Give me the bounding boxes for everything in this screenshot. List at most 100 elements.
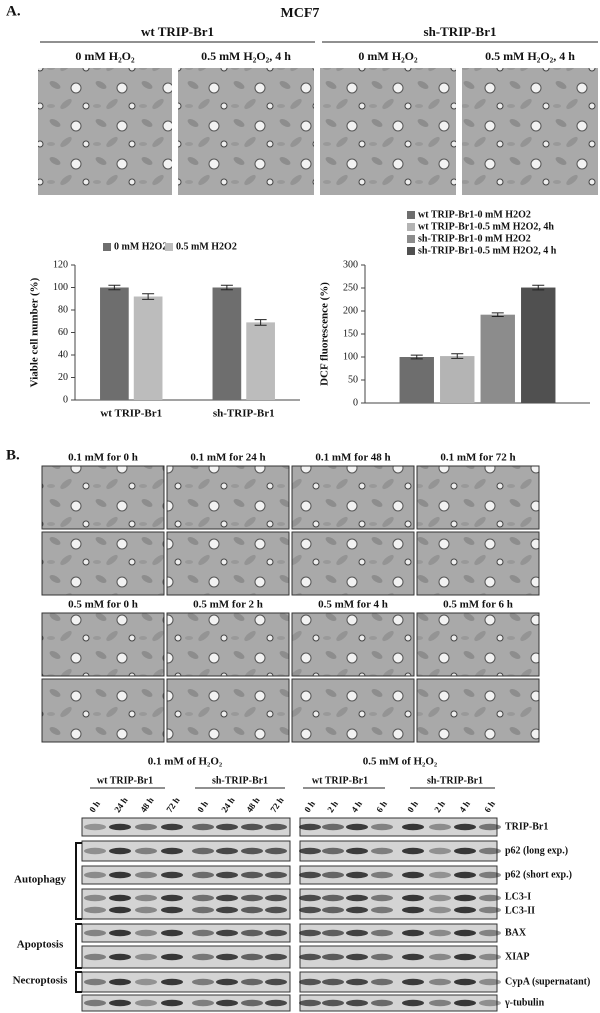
y-axis-label: DCF fluorescence (%) (319, 282, 331, 386)
condition-label: 0 mM H₂O₂ (358, 49, 418, 63)
lane-label: 6 h (374, 799, 389, 814)
blot-band (402, 906, 424, 914)
blot-band (429, 953, 451, 961)
legend-label: 0.5 mM H2O2 (176, 241, 237, 252)
blot-band (135, 929, 157, 937)
blot-band (371, 847, 393, 855)
blot-band (371, 894, 393, 902)
blot-group-label: wt TRIP-Br1 (312, 775, 368, 786)
blot-band (109, 978, 131, 986)
micrograph (41, 465, 165, 530)
blot-band (371, 999, 393, 1007)
group-label: sh-TRIP-Br1 (424, 24, 497, 39)
blot-strip (81, 923, 291, 943)
bracket (75, 923, 82, 969)
panel-label: A. (6, 3, 21, 19)
y-tick-label: 80 (58, 304, 68, 315)
blot-band (241, 953, 263, 961)
blot-band (161, 906, 183, 914)
blot-strip (81, 888, 291, 920)
blot-band (161, 823, 183, 831)
y-tick-label: 50 (348, 374, 358, 385)
blot-band (265, 894, 287, 902)
blot-band (109, 929, 131, 937)
micrograph (41, 678, 165, 743)
bar (100, 287, 129, 400)
blot-band (429, 999, 451, 1007)
blot-band (109, 847, 131, 855)
legend-swatch (407, 223, 415, 231)
micrograph (416, 465, 540, 530)
blot-band (161, 999, 183, 1007)
blot-band (216, 978, 238, 986)
blot-group-label: sh-TRIP-Br1 (427, 775, 483, 786)
blot-band (299, 978, 321, 986)
lane-label: 4 h (457, 799, 472, 814)
lane-label: 0 h (195, 799, 210, 814)
bar (440, 356, 475, 403)
blot-band (192, 929, 214, 937)
protein-label: γ-tubulin (504, 997, 545, 1008)
error-bar (254, 319, 267, 326)
lane-label: 48 h (244, 795, 262, 814)
micrograph-caption: 0.1 mM for 72 h (440, 452, 515, 464)
y-tick-label: 250 (343, 282, 358, 293)
blot-band (161, 978, 183, 986)
blot-band (479, 929, 501, 937)
blot-band (84, 894, 106, 902)
blot-band (346, 847, 368, 855)
protein-label: p62 (short exp.) (505, 869, 572, 880)
blot-band (371, 978, 393, 986)
blot-band (265, 929, 287, 937)
blot-band (84, 906, 106, 914)
blot-band (299, 999, 321, 1007)
blot-band (299, 953, 321, 961)
blot-band (322, 906, 344, 914)
blot-group-label: sh-TRIP-Br1 (212, 775, 268, 786)
blot-band (84, 847, 106, 855)
micrograph-caption: 0.1 mM for 48 h (315, 452, 390, 464)
lane-label: 0 h (302, 799, 317, 814)
blot-band (192, 906, 214, 914)
micrograph-caption: 0.5 mM for 0 h (68, 599, 138, 611)
lane-label: 4 h (349, 799, 364, 814)
process-label: Apoptosis (17, 939, 64, 951)
blot-band (241, 823, 263, 831)
micrograph-caption: 0.5 mM for 2 h (193, 599, 263, 611)
blot-band (109, 906, 131, 914)
blot-band (346, 978, 368, 986)
blot-band (429, 894, 451, 902)
condition-label: 0.5 mM H₂O₂, 4 h (201, 49, 291, 63)
protein-label: LC3-I (505, 891, 531, 902)
y-tick-label: 40 (58, 349, 68, 360)
blot-band (454, 871, 476, 879)
blot-band (135, 894, 157, 902)
bar (399, 357, 434, 403)
lane-label: 0 h (405, 799, 420, 814)
micrograph (41, 531, 165, 596)
panel-label: B. (6, 447, 20, 463)
micrograph-caption: 0.5 mM for 6 h (443, 599, 513, 611)
blot-band (371, 929, 393, 937)
blot-band (402, 823, 424, 831)
bracket (75, 971, 82, 993)
blot-band (322, 871, 344, 879)
protein-label: TRIP-Br1 (505, 821, 548, 832)
blot-band (135, 999, 157, 1007)
lane-label: 2 h (432, 799, 447, 814)
blot-band (346, 999, 368, 1007)
blot-band (454, 953, 476, 961)
blot-band (216, 823, 238, 831)
blot-band (216, 929, 238, 937)
blot-band (216, 906, 238, 914)
blot-band (241, 978, 263, 986)
protein-label: LC3-II (505, 905, 535, 916)
blot-band (84, 978, 106, 986)
micrograph (41, 612, 165, 677)
blot-band (299, 894, 321, 902)
lane-label: 0 h (87, 799, 102, 814)
blot-band (346, 953, 368, 961)
blot-band (479, 953, 501, 961)
blot-band (161, 929, 183, 937)
blot-band (454, 823, 476, 831)
